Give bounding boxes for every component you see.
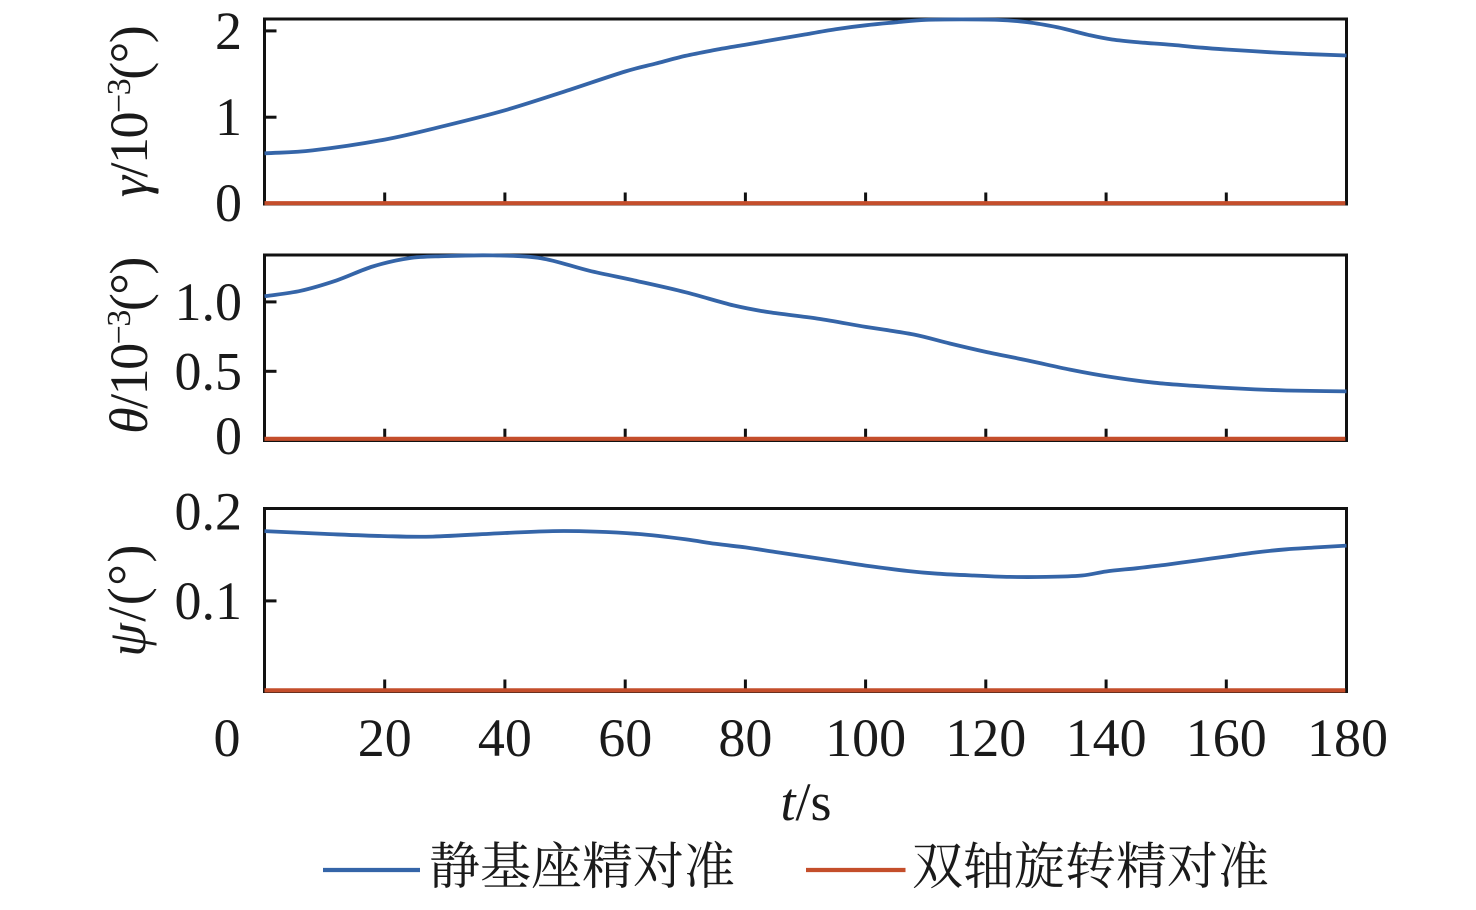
svg-text:20: 20 xyxy=(358,708,412,768)
svg-text:0: 0 xyxy=(215,173,242,233)
svg-text:160: 160 xyxy=(1186,708,1267,768)
svg-text:80: 80 xyxy=(718,708,772,768)
svg-text:1.0: 1.0 xyxy=(175,272,243,332)
svg-text:60: 60 xyxy=(598,708,652,768)
svg-text:40: 40 xyxy=(478,708,532,768)
svg-text:静基座精对准: 静基座精对准 xyxy=(429,825,735,899)
svg-text:0: 0 xyxy=(214,708,241,768)
svg-text:0: 0 xyxy=(215,406,242,466)
svg-text:140: 140 xyxy=(1066,708,1147,768)
svg-text:双轴旋转精对准: 双轴旋转精对准 xyxy=(912,825,1269,899)
svg-text:0.5: 0.5 xyxy=(175,341,243,401)
svg-text:120: 120 xyxy=(945,708,1026,768)
svg-text:100: 100 xyxy=(825,708,906,768)
svg-text:ψ/(°): ψ/(°) xyxy=(97,543,157,657)
svg-text:2: 2 xyxy=(215,1,242,61)
svg-text:0.1: 0.1 xyxy=(175,571,243,631)
svg-text:0.2: 0.2 xyxy=(175,482,243,542)
svg-text:180: 180 xyxy=(1307,708,1388,768)
svg-text:θ/10−3(°): θ/10−3(°) xyxy=(99,258,159,434)
svg-text:1: 1 xyxy=(215,87,242,147)
svg-text:t/s: t/s xyxy=(780,772,831,832)
svg-text:γ/10−3(°): γ/10−3(°) xyxy=(99,27,159,198)
